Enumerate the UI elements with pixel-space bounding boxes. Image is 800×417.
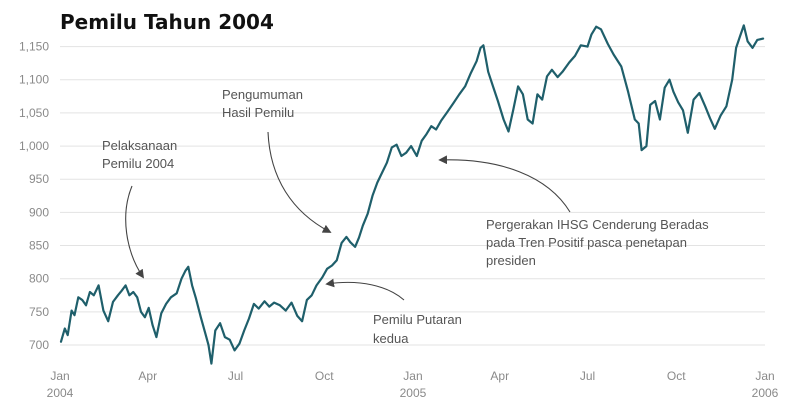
x-tick-label: Jan xyxy=(403,369,422,383)
series-line xyxy=(59,24,765,365)
annotation-result-announcement-line-1: Pengumuman xyxy=(222,87,303,102)
x-tick-label: Jul xyxy=(228,369,243,383)
x-axis: Jan 2004 Apr Jul Oct Jan 2005 Apr Jul Oct Jan 2006 xyxy=(47,369,779,400)
annotation-positive-trend-line-3: presiden xyxy=(486,253,536,268)
x-tick-label: Oct xyxy=(315,369,334,383)
annotation-result-announcement: Pengumuman Hasil Pemilu xyxy=(222,87,307,120)
x-tick-label: Jul xyxy=(580,369,595,383)
chart-title: Pemilu Tahun 2004 xyxy=(60,10,274,34)
x-tick-year-label: 2005 xyxy=(400,386,427,400)
series-group xyxy=(59,24,765,365)
x-tick-year-label: 2006 xyxy=(752,386,779,400)
arrow-positive-trend xyxy=(438,155,571,213)
annotation-second-round-line-1: Pemilu Putaran xyxy=(373,312,462,327)
y-tick-label: 850 xyxy=(29,239,49,253)
arrow-second-round xyxy=(325,278,405,301)
annotation-positive-trend-line-1: Pergerakan IHSG Cenderung Beradas xyxy=(486,217,709,232)
annotation-second-round-line-2: kedua xyxy=(373,331,409,346)
annotation-election-day-line-2: Pemilu 2004 xyxy=(102,156,174,171)
y-tick-label: 1,100 xyxy=(19,73,49,87)
annotation-second-round: Pemilu Putaran kedua xyxy=(373,312,466,346)
annotation-election-day: Pelaksanaan Pemilu 2004 xyxy=(102,138,181,171)
y-tick-label: 900 xyxy=(29,205,49,219)
y-tick-label: 750 xyxy=(29,305,49,319)
svg-text:Pelaksanaan Pemilu 2004: Pelaksanaan Pemilu 2004 xyxy=(102,138,181,171)
y-tick-label: 700 xyxy=(29,338,49,352)
gridlines xyxy=(60,46,765,346)
x-tick-label: Jan xyxy=(50,369,69,383)
svg-text:Pemilu Putaran kedua: Pemilu Putaran kedua xyxy=(373,312,466,346)
y-tick-label: 1,000 xyxy=(19,139,49,153)
y-axis: 1,150 1,100 1,050 1,000 950 900 850 800 750 700 xyxy=(19,40,49,352)
svg-text:Pergerakan IHSG Cenderung Bera: Pergerakan IHSG Cenderung Beradas pada T… xyxy=(486,217,712,268)
annotation-election-day-line-1: Pelaksanaan xyxy=(102,138,177,153)
x-tick-year-label: 2004 xyxy=(47,386,74,400)
x-tick-label: Apr xyxy=(490,369,509,383)
svg-text:Pengumuman Hasil Pemilu: Pengumuman Hasil Pemilu xyxy=(222,87,307,120)
annotation-result-announcement-line-2: Hasil Pemilu xyxy=(222,105,294,120)
x-tick-label: Jan xyxy=(755,369,774,383)
x-tick-label: Oct xyxy=(667,369,686,383)
y-tick-label: 1,150 xyxy=(19,40,49,54)
y-tick-label: 800 xyxy=(29,272,49,286)
annotation-positive-trend-line-2: pada Tren Positif pasca penetapan xyxy=(486,235,687,250)
x-tick-label: Apr xyxy=(138,369,157,383)
y-tick-label: 1,050 xyxy=(19,106,49,120)
arrow-result-announcement xyxy=(267,131,332,233)
y-tick-label: 950 xyxy=(29,172,49,186)
arrow-election-day xyxy=(125,185,144,279)
annotation-positive-trend: Pergerakan IHSG Cenderung Beradas pada T… xyxy=(486,217,712,268)
